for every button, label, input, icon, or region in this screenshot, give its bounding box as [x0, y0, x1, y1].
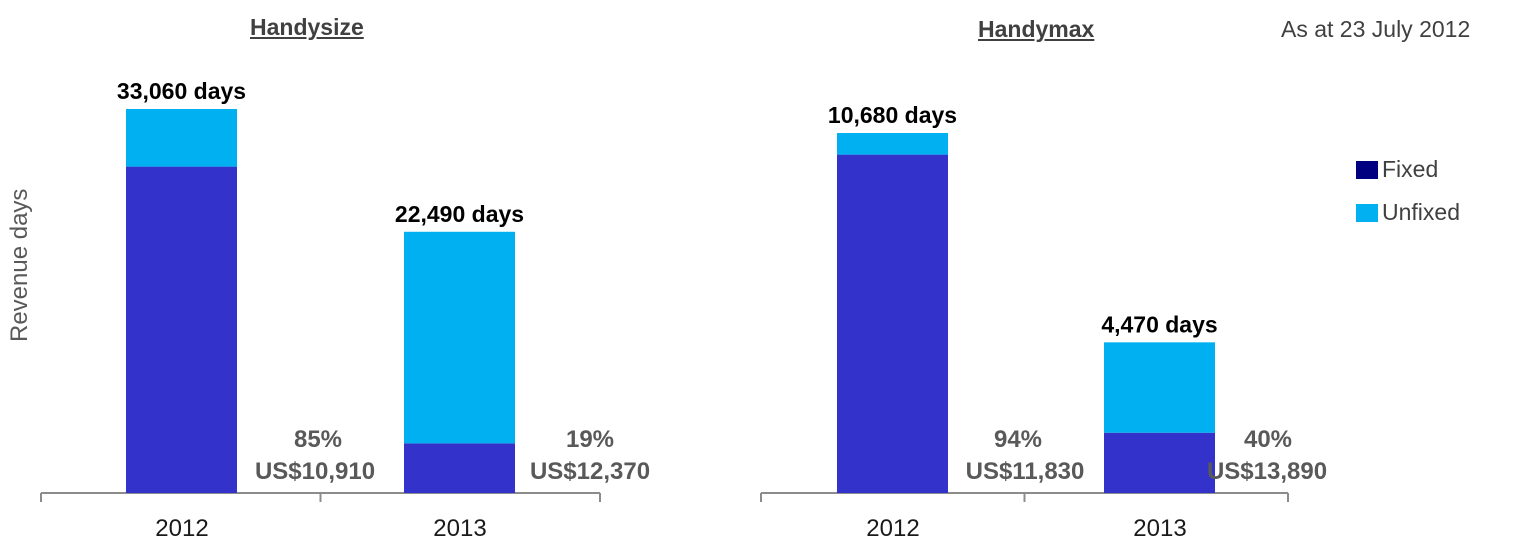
handysize-bar-fixed-2013 — [404, 443, 515, 493]
legend-swatch-fixed — [1356, 160, 1378, 179]
handymax-bar-unfixed-2013 — [1104, 342, 1215, 433]
handysize-total-label-2013: 22,490 days — [395, 201, 524, 227]
handysize-percent-annotation-2013: 19% — [566, 426, 614, 453]
handysize-rate-annotation-2012: US$10,910 — [255, 458, 375, 485]
legend-swatch-unfixed — [1356, 203, 1378, 222]
legend-item-unfixed: Unfixed — [1356, 199, 1460, 226]
handysize-bar-unfixed-2013 — [404, 231, 515, 444]
handysize-category-label-2012: 2012 — [155, 515, 208, 542]
handymax-rate-annotation-2013: US$13,890 — [1207, 458, 1327, 485]
handysize-category-label-2013: 2013 — [433, 515, 486, 542]
handymax-bar-fixed-2013 — [1104, 432, 1215, 493]
handysize-bar-unfixed-2012 — [126, 109, 237, 167]
handymax-category-label-2012: 2012 — [866, 515, 919, 542]
as-at-date: As at 23 July 2012 — [1281, 16, 1471, 42]
handymax-percent-annotation-2012: 94% — [994, 426, 1042, 453]
handymax-bar-fixed-2012 — [837, 154, 948, 493]
handymax-bar-unfixed-2012 — [837, 133, 948, 155]
legend-item-fixed: Fixed — [1356, 156, 1438, 183]
handymax-total-label-2013: 4,470 days — [1101, 311, 1217, 337]
handysize-bar-fixed-2012 — [126, 166, 237, 493]
handysize-rate-annotation-2013: US$12,370 — [530, 458, 650, 485]
legend-label-unfixed: Unfixed — [1382, 199, 1460, 225]
handysize-total-label-2012: 33,060 days — [117, 78, 246, 104]
handymax-rate-annotation-2012: US$11,830 — [966, 458, 1085, 485]
handymax-category-label-2013: 2013 — [1133, 515, 1186, 542]
chart-title-handysize: Handysize — [250, 14, 364, 40]
handysize-percent-annotation-2012: 85% — [294, 426, 342, 453]
chart-title-handymax: Handymax — [978, 16, 1095, 42]
handymax-percent-annotation-2013: 40% — [1244, 426, 1292, 453]
handymax-total-label-2012: 10,680 days — [828, 102, 957, 128]
legend-label-fixed: Fixed — [1382, 156, 1439, 182]
